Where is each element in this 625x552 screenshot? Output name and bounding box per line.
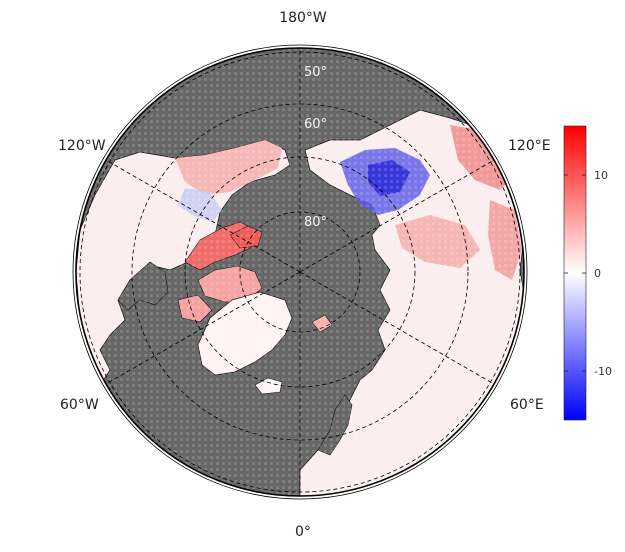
lat-label-50: 50° <box>304 65 327 80</box>
colorbar: 10 0 -10 <box>563 125 612 421</box>
map-border <box>75 47 525 497</box>
lat-label-80: 80° <box>304 215 327 230</box>
lon-label-0: 0° <box>295 524 311 540</box>
lon-label-120e: 120°E <box>508 138 551 154</box>
colorbar-tick-label: 0 <box>594 267 601 280</box>
lon-label-120w: 120°W <box>58 138 106 154</box>
colorbar-tick-label: -10 <box>594 365 612 378</box>
map-disc <box>76 48 524 496</box>
lon-label-60e: 60°E <box>510 397 544 413</box>
colorbar-ticks: 10 0 -10 <box>564 169 612 378</box>
lon-label-180w: 180°W <box>279 10 327 26</box>
lat-label-60: 60° <box>304 117 327 132</box>
longitude-gridlines <box>105 48 495 496</box>
colorbar-tick-label: 10 <box>594 169 608 182</box>
lon-label-60w: 60°W <box>60 397 99 413</box>
map-border-outer <box>72 44 528 500</box>
